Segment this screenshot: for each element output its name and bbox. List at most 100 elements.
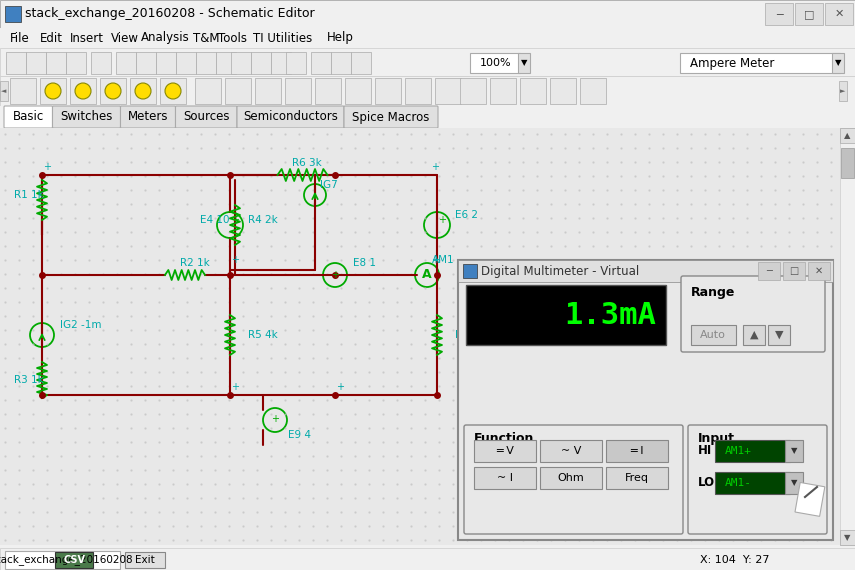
Bar bbox=[315, 78, 341, 104]
Bar bbox=[10, 78, 36, 104]
Text: ✕: ✕ bbox=[815, 266, 823, 276]
Bar bbox=[841, 148, 854, 178]
FancyBboxPatch shape bbox=[681, 276, 825, 352]
Text: stack_exchange_20160208: stack_exchange_20160208 bbox=[0, 555, 133, 565]
Bar bbox=[580, 78, 606, 104]
Bar bbox=[6, 52, 26, 74]
Text: +: + bbox=[231, 255, 239, 265]
Text: File: File bbox=[10, 31, 30, 44]
Bar bbox=[795, 3, 823, 25]
FancyBboxPatch shape bbox=[237, 106, 344, 128]
Text: Ohm: Ohm bbox=[557, 473, 584, 483]
Bar bbox=[130, 78, 156, 104]
Text: R4 2k: R4 2k bbox=[248, 215, 278, 225]
Bar bbox=[435, 78, 461, 104]
Bar bbox=[195, 78, 221, 104]
Bar bbox=[758, 262, 780, 280]
Text: AM1: AM1 bbox=[432, 255, 455, 265]
Text: stack_exchange_20160208 - Schematic Editor: stack_exchange_20160208 - Schematic Edit… bbox=[25, 7, 315, 21]
Text: R3 1k: R3 1k bbox=[14, 375, 44, 385]
Text: AM1-: AM1- bbox=[725, 478, 752, 488]
Bar bbox=[840, 530, 855, 545]
Bar bbox=[0, 0, 855, 28]
Text: ▼: ▼ bbox=[521, 59, 528, 67]
Bar bbox=[0, 48, 855, 76]
Text: □: □ bbox=[804, 9, 814, 19]
Bar bbox=[46, 52, 66, 74]
Text: IG2 -1m: IG2 -1m bbox=[60, 320, 102, 330]
Text: ═ I: ═ I bbox=[630, 446, 644, 456]
Bar bbox=[91, 52, 111, 74]
Text: +: + bbox=[336, 382, 344, 392]
FancyBboxPatch shape bbox=[464, 425, 683, 534]
Text: Meters: Meters bbox=[127, 111, 168, 124]
Text: Exit: Exit bbox=[135, 555, 155, 565]
Text: IG7: IG7 bbox=[320, 180, 338, 190]
Bar bbox=[0, 28, 855, 48]
Bar bbox=[160, 78, 186, 104]
Bar bbox=[125, 552, 165, 568]
Bar bbox=[540, 440, 602, 462]
Text: □: □ bbox=[789, 266, 799, 276]
Text: ▼: ▼ bbox=[791, 478, 797, 487]
Bar bbox=[225, 78, 251, 104]
Bar bbox=[285, 78, 311, 104]
Bar bbox=[606, 467, 668, 489]
Bar bbox=[271, 52, 291, 74]
Text: Analysis: Analysis bbox=[141, 31, 190, 44]
Text: Basic: Basic bbox=[13, 111, 44, 124]
Text: Range: Range bbox=[691, 286, 735, 299]
Bar bbox=[345, 78, 371, 104]
Bar bbox=[839, 81, 847, 101]
Text: +: + bbox=[231, 382, 239, 392]
Bar bbox=[518, 53, 530, 73]
Text: ─: ─ bbox=[766, 266, 772, 276]
Text: Insert: Insert bbox=[70, 31, 104, 44]
Bar bbox=[470, 53, 520, 73]
Bar bbox=[0, 106, 855, 128]
Bar bbox=[840, 128, 855, 143]
FancyBboxPatch shape bbox=[688, 425, 827, 534]
Bar bbox=[116, 52, 136, 74]
Text: ▲: ▲ bbox=[750, 330, 758, 340]
Bar bbox=[26, 52, 46, 74]
Circle shape bbox=[135, 83, 151, 99]
Text: +: + bbox=[438, 215, 446, 225]
Text: R5 4k: R5 4k bbox=[248, 330, 278, 340]
Bar bbox=[606, 440, 668, 462]
Text: Ampere Meter: Ampere Meter bbox=[690, 56, 775, 70]
Bar bbox=[458, 260, 833, 540]
Text: R9 6k: R9 6k bbox=[455, 330, 485, 340]
Bar bbox=[70, 78, 96, 104]
Bar bbox=[0, 128, 840, 545]
Bar bbox=[331, 52, 351, 74]
Text: ◄: ◄ bbox=[2, 88, 7, 94]
Bar bbox=[765, 3, 793, 25]
Text: ▲: ▲ bbox=[844, 131, 851, 140]
Text: E4 10: E4 10 bbox=[200, 215, 229, 225]
Bar bbox=[0, 81, 8, 101]
Bar bbox=[825, 3, 853, 25]
Bar bbox=[840, 128, 855, 545]
Bar bbox=[466, 285, 666, 345]
Text: CSV: CSV bbox=[63, 555, 85, 565]
Bar bbox=[176, 52, 196, 74]
Bar bbox=[55, 552, 93, 568]
Text: R2 1k: R2 1k bbox=[180, 258, 209, 268]
Bar bbox=[0, 76, 855, 106]
Bar bbox=[808, 262, 830, 280]
Text: Semiconductors: Semiconductors bbox=[243, 111, 338, 124]
Circle shape bbox=[165, 83, 181, 99]
Bar bbox=[351, 52, 371, 74]
Text: ~ V: ~ V bbox=[561, 446, 581, 456]
Text: 100%: 100% bbox=[480, 58, 511, 68]
Bar bbox=[550, 78, 576, 104]
Bar bbox=[460, 78, 486, 104]
Bar bbox=[715, 440, 790, 462]
Text: ▼: ▼ bbox=[844, 533, 851, 542]
Circle shape bbox=[105, 83, 121, 99]
Bar bbox=[680, 53, 840, 73]
Bar bbox=[783, 262, 805, 280]
Bar bbox=[715, 472, 790, 494]
Text: +: + bbox=[431, 162, 439, 172]
